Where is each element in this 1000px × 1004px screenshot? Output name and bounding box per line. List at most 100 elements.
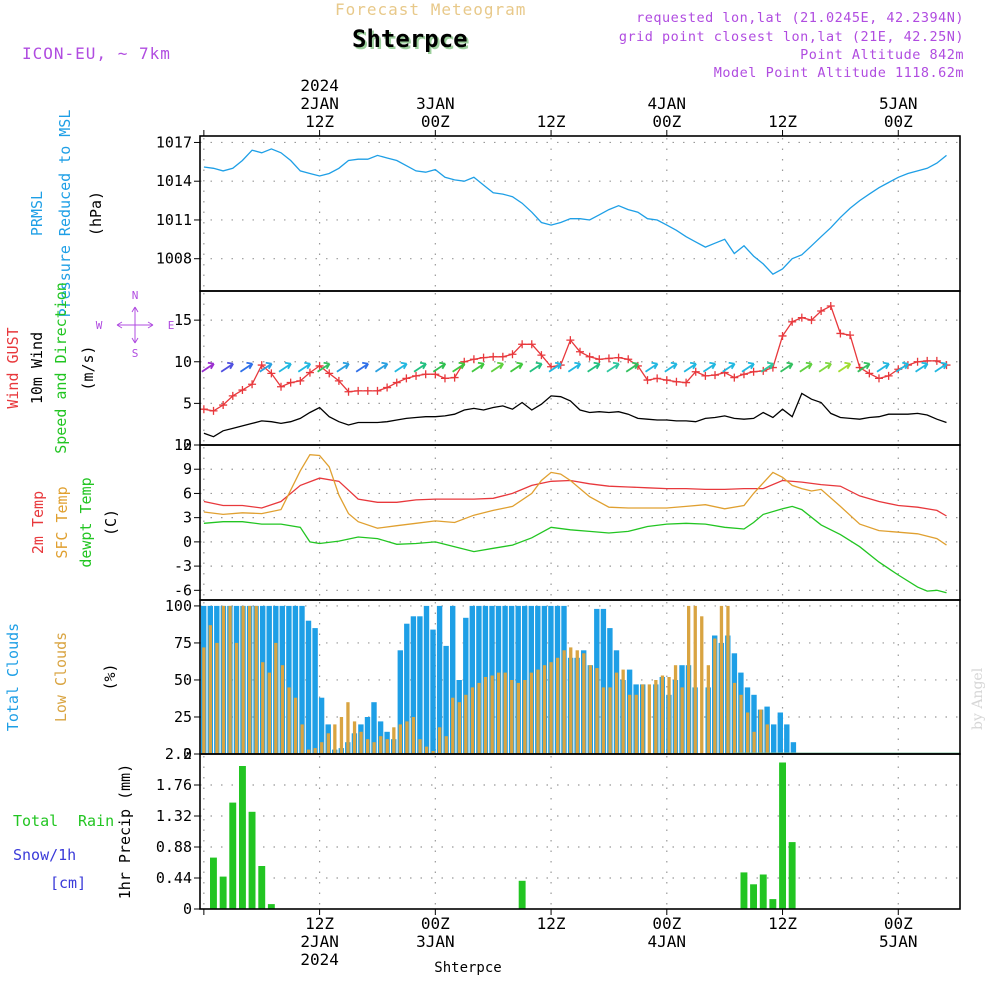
wind-arrow bbox=[645, 361, 659, 373]
low-cloud-bar bbox=[346, 702, 350, 754]
low-cloud-bar bbox=[660, 675, 665, 754]
gust-marker bbox=[701, 371, 710, 380]
x-label-bottom: 12Z bbox=[537, 914, 566, 933]
wind-arrow bbox=[606, 361, 620, 373]
low-cloud-bar bbox=[490, 675, 494, 754]
y-tick-label: 2.2 bbox=[165, 745, 192, 763]
wind-arrow bbox=[934, 361, 948, 373]
panel-label: SFC Temp bbox=[53, 486, 71, 558]
gust-marker bbox=[508, 350, 517, 359]
y-tick-label: 3 bbox=[183, 509, 192, 527]
low-cloud-bar bbox=[411, 717, 416, 754]
low-cloud-bar bbox=[372, 742, 376, 754]
gust-marker bbox=[807, 316, 816, 325]
y-tick-label: 0.44 bbox=[156, 869, 192, 887]
series-line bbox=[203, 477, 947, 517]
gust-marker bbox=[402, 374, 411, 383]
series-line bbox=[203, 148, 947, 276]
panel-label: (C) bbox=[102, 509, 120, 536]
wind-arrow bbox=[471, 361, 485, 373]
low-cloud-bar bbox=[392, 727, 396, 754]
low-cloud-bar bbox=[687, 605, 691, 754]
low-cloud-bar bbox=[385, 739, 389, 754]
gust-marker bbox=[383, 383, 392, 392]
wind-arrow bbox=[355, 361, 369, 373]
x-label-top: 2024 bbox=[300, 76, 339, 95]
low-cloud-bar bbox=[562, 650, 566, 754]
low-cloud-bar bbox=[208, 625, 212, 754]
station-name: Shterpce bbox=[352, 25, 468, 53]
low-cloud-bar bbox=[739, 694, 743, 754]
rain-bar bbox=[258, 866, 266, 909]
low-cloud-bar bbox=[431, 751, 435, 754]
low-cloud-bar bbox=[221, 605, 226, 754]
panel-1: 1008 1011 1014 1017 PRMSL Pressure Reduced to… bbox=[28, 110, 961, 317]
gust-marker bbox=[730, 373, 739, 382]
x-label-top: 12Z bbox=[305, 112, 334, 131]
low-cloud-bar bbox=[261, 662, 265, 754]
total-cloud-bar bbox=[469, 605, 475, 754]
low-cloud-bar bbox=[582, 653, 586, 754]
gust-marker bbox=[450, 373, 459, 382]
x-label-bottom: 2JAN bbox=[300, 932, 339, 951]
x-label-top: 12Z bbox=[537, 112, 566, 131]
wind-arrow bbox=[317, 361, 331, 373]
low-cloud-bar bbox=[300, 724, 304, 754]
low-cloud-bar bbox=[542, 665, 547, 754]
compass-south: S bbox=[132, 347, 139, 360]
low-cloud-bar bbox=[366, 739, 370, 754]
low-cloud-bar bbox=[293, 697, 298, 754]
model-name: ICON-EU, ~ 7km bbox=[22, 44, 171, 63]
wind-arrow bbox=[780, 361, 794, 373]
gust-marker bbox=[932, 356, 941, 365]
wind-arrow bbox=[741, 361, 755, 373]
panel-label: dewpt Temp bbox=[77, 477, 95, 567]
requested-coordinates: requested lon,lat (21.0245E, 42.2394N) bbox=[636, 10, 964, 26]
y-tick-label: 0 bbox=[183, 436, 192, 454]
rain-bar bbox=[229, 802, 237, 909]
gust-marker bbox=[797, 313, 806, 322]
gust-marker bbox=[518, 340, 527, 349]
x-label-top: 12Z bbox=[768, 112, 797, 131]
wind-arrow bbox=[876, 361, 890, 373]
rain-label: Rain bbox=[78, 812, 114, 830]
panel-label: Wind GUST bbox=[4, 327, 22, 408]
wind-arrow bbox=[529, 361, 543, 373]
panel-frame bbox=[199, 753, 961, 910]
gust-marker bbox=[672, 377, 681, 386]
x-label-top: 00Z bbox=[421, 112, 450, 131]
low-cloud-bar bbox=[424, 746, 429, 754]
x-label-bottom: 2024 bbox=[300, 950, 339, 969]
low-cloud-bar bbox=[359, 731, 363, 754]
panel-label: 10m Wind bbox=[28, 332, 46, 404]
total-cloud-bar bbox=[522, 605, 528, 754]
gust-marker bbox=[817, 306, 826, 315]
low-cloud-bar bbox=[746, 712, 750, 754]
wind-arrow bbox=[587, 361, 601, 373]
rain-bar bbox=[219, 876, 227, 909]
x-label-bottom: 4JAN bbox=[648, 932, 687, 951]
low-cloud-bar bbox=[647, 684, 651, 754]
wind-arrow bbox=[664, 361, 678, 373]
y-tick-label: 1011 bbox=[156, 211, 192, 229]
wind-arrow bbox=[722, 361, 736, 373]
gust-marker bbox=[653, 374, 662, 383]
panel-label: (%) bbox=[101, 663, 119, 690]
panel-2: 0 5 10 15 Wind GUST 10m Wind Speed and Directi… bbox=[4, 282, 961, 454]
wind-arrow bbox=[567, 361, 582, 373]
y-tick-label: 10 bbox=[174, 353, 192, 371]
chart-title: Forecast Meteogram bbox=[335, 0, 527, 19]
gust-marker bbox=[277, 382, 286, 391]
wind-arrow bbox=[509, 361, 524, 373]
y-tick-label: 6 bbox=[183, 484, 192, 502]
wind-arrow bbox=[239, 361, 254, 373]
total-cloud-bar bbox=[777, 712, 783, 754]
y-tick-label: -6 bbox=[174, 581, 192, 599]
y-tick-label: 25 bbox=[174, 708, 192, 726]
gust-marker bbox=[691, 367, 700, 376]
rain-bar bbox=[740, 872, 748, 909]
gust-marker bbox=[624, 355, 633, 364]
wind-arrow bbox=[625, 361, 639, 373]
panel-5: 0 0.44 0.88 1.32 1.76 2.2 1hr Precip (mm) Total… bbox=[13, 745, 961, 918]
total-cloud-bar bbox=[450, 605, 456, 754]
